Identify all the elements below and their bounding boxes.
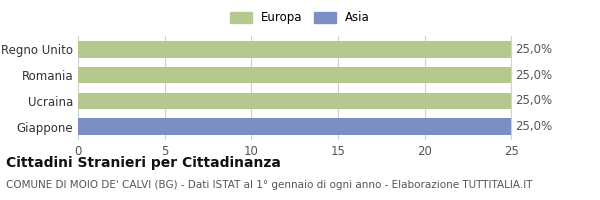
Bar [78,67,511,83]
Text: 25,0%: 25,0% [515,120,552,133]
Text: Cittadini Stranieri per Cittadinanza: Cittadini Stranieri per Cittadinanza [6,156,281,170]
Text: 25,0%: 25,0% [515,69,552,82]
Text: COMUNE DI MOIO DE' CALVI (BG) - Dati ISTAT al 1° gennaio di ogni anno - Elaboraz: COMUNE DI MOIO DE' CALVI (BG) - Dati IST… [6,180,533,190]
Text: 25,0%: 25,0% [515,43,552,56]
Bar [78,118,511,135]
Bar [78,41,511,58]
Text: 25,0%: 25,0% [515,94,552,107]
Legend: Europa, Asia: Europa, Asia [227,8,373,28]
Bar [78,93,511,109]
